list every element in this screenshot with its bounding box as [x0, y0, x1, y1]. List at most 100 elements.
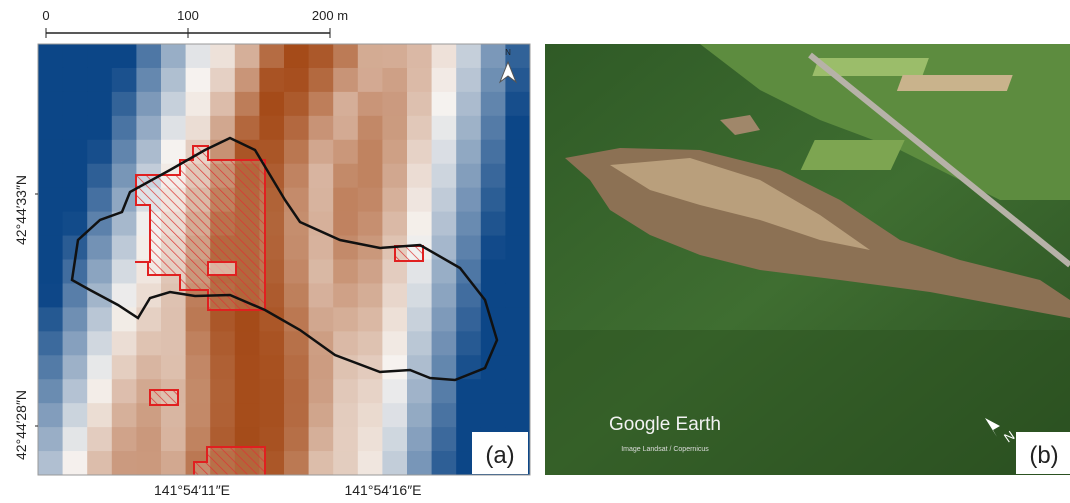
heat-cell: [112, 331, 137, 355]
heat-cell: [407, 68, 432, 92]
heat-cell: [87, 379, 112, 403]
heat-cell: [382, 403, 407, 427]
heat-cell: [432, 188, 457, 212]
heat-cell: [333, 283, 358, 307]
heat-cell: [112, 44, 137, 68]
heat-cell: [382, 451, 407, 475]
heat-cell: [358, 403, 383, 427]
heat-cell: [358, 212, 383, 236]
heat-cell: [432, 283, 457, 307]
hatched-area: [395, 246, 423, 261]
heat-cell: [407, 212, 432, 236]
heat-cell: [358, 307, 383, 331]
heat-cell: [284, 236, 309, 260]
heat-cell: [63, 451, 88, 475]
heat-cell: [333, 68, 358, 92]
heat-cell: [382, 355, 407, 379]
heat-cell: [407, 260, 432, 284]
heat-cell: [210, 355, 235, 379]
heat-cell: [309, 451, 334, 475]
satellite-image: [545, 44, 1070, 475]
heat-cell: [284, 451, 309, 475]
heat-cell: [284, 260, 309, 284]
heat-cell: [87, 331, 112, 355]
heat-cell: [38, 331, 63, 355]
north-label: N: [505, 48, 511, 57]
heat-cell: [358, 283, 383, 307]
figure: 0 100 200 m N (a) 42°44′33″N 42°44′28″N …: [0, 0, 1070, 503]
heat-cell: [481, 379, 506, 403]
heat-cell: [505, 260, 530, 284]
heat-cell: [235, 68, 260, 92]
heat-cell: [505, 140, 530, 164]
heat-cell: [333, 451, 358, 475]
heat-cell: [112, 236, 137, 260]
heat-cell: [235, 403, 260, 427]
heat-cell: [456, 188, 481, 212]
heat-cell: [87, 403, 112, 427]
heat-cell: [309, 355, 334, 379]
heat-cell: [87, 44, 112, 68]
heat-cell: [38, 68, 63, 92]
heat-cell: [309, 164, 334, 188]
heat-cell: [112, 403, 137, 427]
heat-cell: [38, 379, 63, 403]
heat-cell: [505, 92, 530, 116]
heat-cell: [505, 116, 530, 140]
heat-cell: [87, 427, 112, 451]
logo: Google Earth: [609, 414, 721, 435]
heat-cell: [358, 427, 383, 451]
heat-cell: [407, 140, 432, 164]
heat-cell: [38, 283, 63, 307]
heat-cell: [38, 451, 63, 475]
heat-cell: [382, 283, 407, 307]
heat-cell: [333, 212, 358, 236]
heat-cell: [309, 403, 334, 427]
heat-cell: [63, 355, 88, 379]
heat-cell: [309, 44, 334, 68]
heat-cell: [432, 164, 457, 188]
heat-cell: [456, 140, 481, 164]
heat-cell: [456, 68, 481, 92]
heat-cell: [456, 92, 481, 116]
heat-cell: [63, 331, 88, 355]
heat-cell: [259, 355, 284, 379]
heat-cell: [333, 403, 358, 427]
heat-cell: [358, 68, 383, 92]
heat-cell: [112, 140, 137, 164]
heat-cell: [456, 355, 481, 379]
heat-cell: [38, 236, 63, 260]
heat-cell: [333, 140, 358, 164]
heat-cell: [112, 307, 137, 331]
heat-cell: [456, 116, 481, 140]
heat-cell: [210, 92, 235, 116]
lat-label: 42°44′28″N: [13, 390, 29, 460]
heat-cell: [161, 331, 186, 355]
heat-cell: [309, 140, 334, 164]
heat-cell: [456, 331, 481, 355]
heat-cell: [358, 451, 383, 475]
heat-cell: [481, 164, 506, 188]
heat-cell: [186, 44, 211, 68]
heat-cell: [481, 188, 506, 212]
lat-label: 42°44′33″N: [13, 175, 29, 245]
hatched-area: [208, 262, 236, 275]
heat-cell: [87, 451, 112, 475]
heat-cell: [481, 140, 506, 164]
heat-cell: [63, 68, 88, 92]
heat-cell: [382, 92, 407, 116]
heat-cell: [284, 140, 309, 164]
heat-cell: [382, 307, 407, 331]
heat-cell: [38, 355, 63, 379]
heat-cell: [505, 236, 530, 260]
heat-cell: [63, 116, 88, 140]
heat-cell: [186, 355, 211, 379]
heat-cell: [235, 355, 260, 379]
heat-cell: [87, 116, 112, 140]
heat-cell: [259, 92, 284, 116]
heat-cell: [432, 116, 457, 140]
heat-cell: [358, 188, 383, 212]
heat-cell: [333, 331, 358, 355]
heat-cell: [38, 140, 63, 164]
heat-cell: [284, 44, 309, 68]
